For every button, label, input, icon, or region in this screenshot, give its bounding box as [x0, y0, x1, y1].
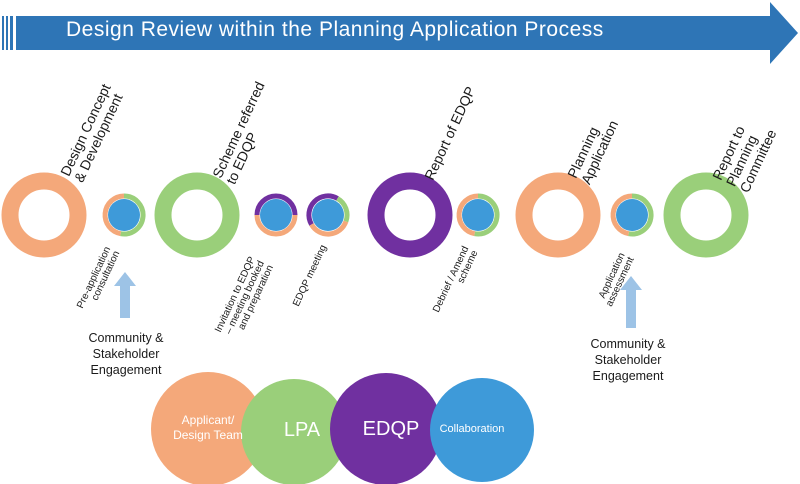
legend-circle-collaboration	[430, 378, 534, 482]
substep-circle-edqp-meeting-ring-1	[336, 196, 350, 223]
legend-circle-lpa	[241, 379, 347, 484]
stage-ring-planning-application	[515, 172, 601, 258]
banner-arrow-shape	[16, 2, 798, 64]
substep-circle-application-assessment-ring-1	[628, 193, 654, 237]
stage-ring-report-committee	[663, 172, 749, 258]
process-banner-arrow	[2, 2, 798, 64]
substep-circle-pre-application-ring-1	[120, 193, 146, 237]
stage-ring-report-edqp	[367, 172, 453, 258]
substep-circle-invitation-ring-1	[254, 214, 298, 237]
substep-circle-pre-application-ring-0	[102, 193, 125, 237]
substep-circle-edqp-meeting-ring-0	[306, 193, 339, 226]
legend-circle-applicant	[151, 372, 265, 484]
substep-circle-application-assessment-centre	[616, 199, 648, 231]
substep-circle-pre-application-centre	[108, 199, 140, 231]
substep-circle-edqp-meeting-centre	[312, 199, 344, 231]
page-title: Design Review within the Planning Applic…	[66, 18, 604, 41]
legend-label-applicant: Applicant/Design Team	[173, 413, 243, 442]
substep-circle-debrief-centre	[462, 199, 494, 231]
substep-circle-debrief-ring-1	[474, 193, 500, 237]
upward-arrow-1	[114, 272, 136, 318]
substep-circle-application-assessment-ring-0	[610, 193, 633, 237]
engagement-label-2: Community & Stakeholder Engagement	[590, 337, 666, 383]
legend-circle-edqp	[330, 373, 442, 484]
stage-ring-scheme-referred	[154, 172, 240, 258]
banner-stripes	[2, 16, 13, 50]
upward-arrow-2	[620, 276, 642, 328]
legend-label-lpa: LPA	[283, 419, 321, 441]
stage-ring-design-concept	[1, 172, 87, 258]
substep-circle-debrief-ring-0	[456, 193, 479, 237]
substep-circle-invitation-ring-0	[254, 193, 298, 216]
legend-label-collaboration: Collaboration	[439, 423, 505, 435]
substep-circle-edqp-meeting-ring-2	[309, 220, 349, 237]
engagement-label-1: Community & Stakeholder Engagement	[88, 331, 164, 377]
substep-circle-invitation-centre	[260, 199, 292, 231]
legend-label-edqp: EDQP	[362, 418, 420, 440]
